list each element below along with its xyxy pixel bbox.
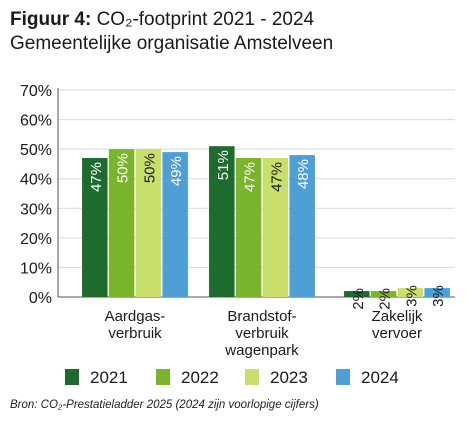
y-tick-label: 30%	[20, 201, 52, 218]
y-tick-label: 20%	[20, 231, 52, 248]
data-label: 51%	[215, 150, 232, 180]
data-label: 50%	[115, 153, 132, 183]
y-tick-label: 70%	[20, 83, 52, 100]
bar	[289, 155, 315, 297]
legend-swatch	[156, 369, 170, 385]
y-tick-label: 0%	[29, 290, 52, 307]
data-label: 2%	[350, 288, 367, 310]
title-main: CO₂-footprint 2021 - 2024	[96, 9, 315, 30]
source-note: Bron: CO₂-Prestatieladder 2025 (2024 zij…	[10, 399, 319, 411]
x-category-label: verbruik	[235, 325, 289, 342]
bar	[344, 291, 370, 297]
bar	[424, 288, 450, 297]
bar	[162, 152, 188, 297]
data-label: 2%	[377, 288, 394, 310]
bar	[209, 146, 235, 297]
figure-label: Figuur 4:	[10, 9, 92, 30]
bar	[397, 288, 424, 297]
data-label: 3%	[430, 285, 447, 307]
x-category-label: vervoer	[372, 325, 422, 342]
legend-swatch	[336, 369, 350, 385]
bar	[82, 158, 108, 297]
x-category-label: Aardgas-	[105, 308, 166, 325]
y-tick-label: 40%	[20, 172, 52, 189]
bar-chart: 0% 10% 20% 30% 40% 50% 60% 70% 47% 50% 50% 49% Aardg…	[20, 83, 455, 387]
data-label: 47%	[242, 162, 259, 192]
legend-label: 2021	[90, 368, 128, 387]
legend-label: 2023	[270, 368, 308, 387]
legend-label: 2024	[361, 368, 399, 387]
y-tick-label: 50%	[20, 142, 52, 159]
data-label: 49%	[168, 156, 185, 186]
bar	[370, 291, 397, 297]
bar	[135, 149, 162, 297]
chart-title: Figuur 4: CO₂-footprint 2021 - 2024 Geme…	[10, 8, 333, 56]
title-subtitle: Gemeentelijke organisatie Amstelveen	[10, 33, 334, 54]
bar	[235, 158, 262, 297]
bar	[262, 158, 289, 297]
x-category-label: wagenpark	[224, 342, 299, 359]
x-category-label: Zakelijk	[372, 308, 423, 325]
data-label: 47%	[268, 162, 285, 192]
data-label: 47%	[88, 162, 105, 192]
data-label: 48%	[295, 159, 312, 189]
x-category-label: Brandstof-	[227, 308, 296, 325]
y-tick-label: 60%	[20, 113, 52, 130]
legend-label: 2022	[181, 368, 219, 387]
x-category-label: verbruik	[108, 325, 162, 342]
legend-swatch	[65, 369, 79, 385]
data-label: 50%	[141, 153, 158, 183]
legend-swatch	[245, 369, 259, 385]
y-tick-label: 10%	[20, 260, 52, 277]
data-label: 3%	[403, 285, 420, 307]
bar	[108, 149, 135, 297]
